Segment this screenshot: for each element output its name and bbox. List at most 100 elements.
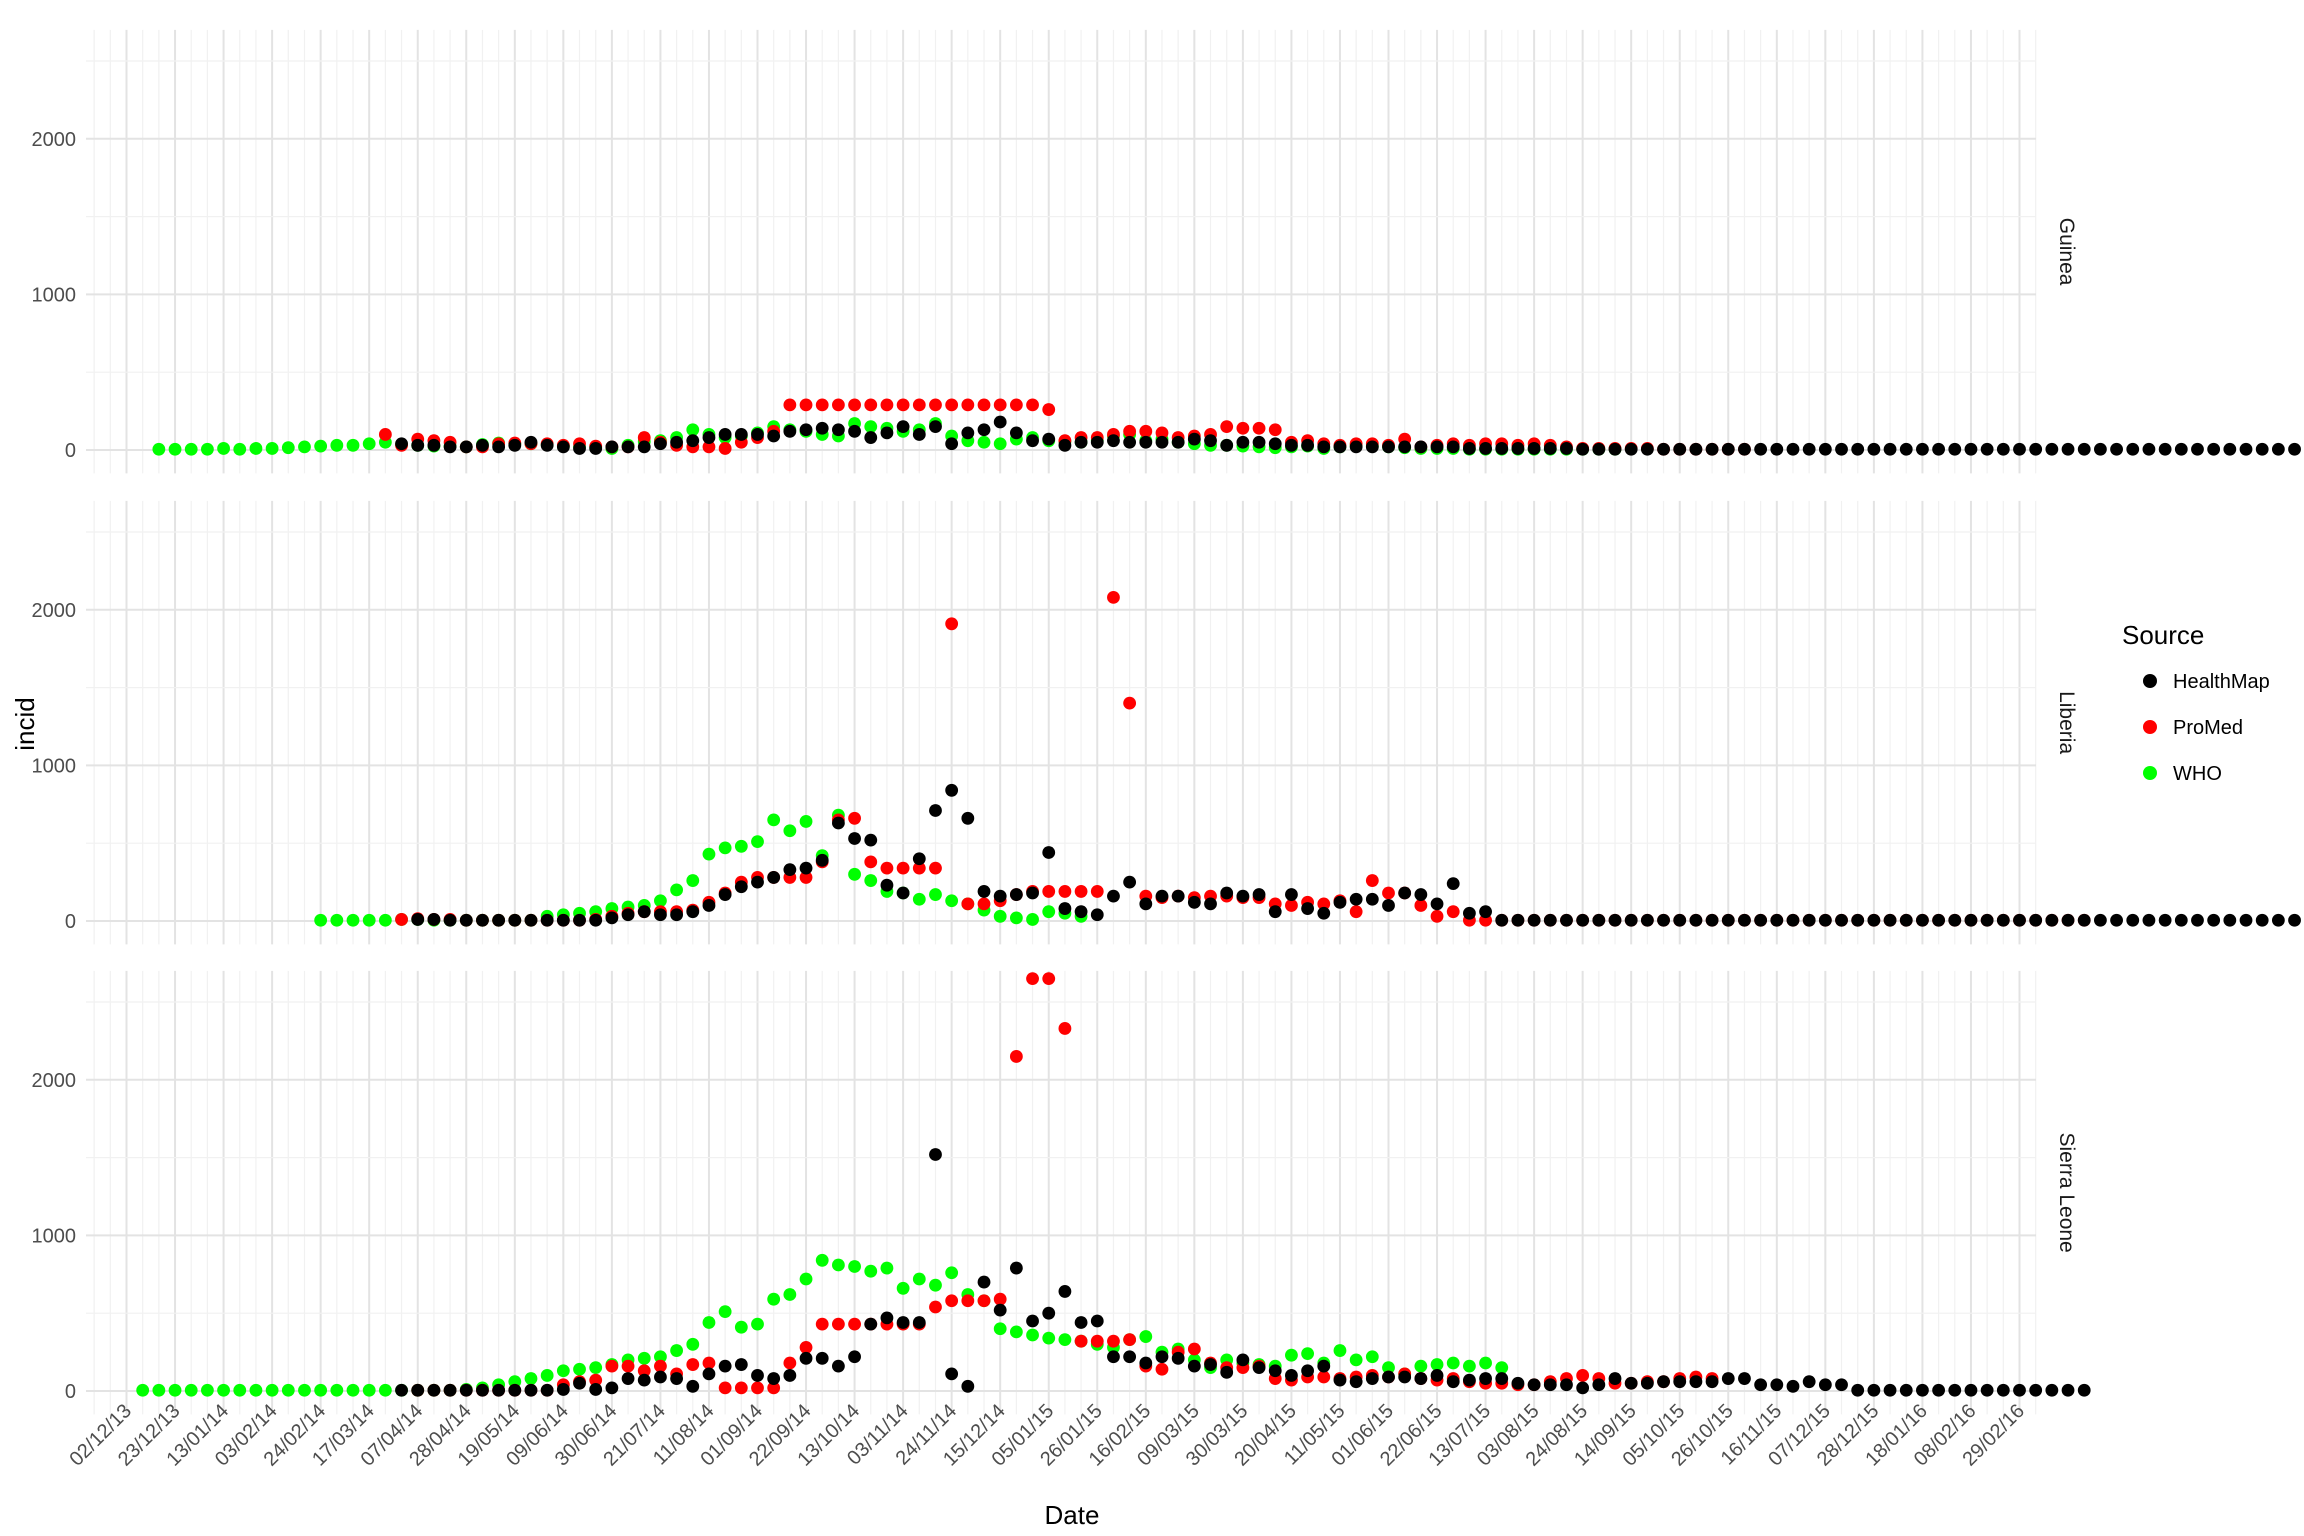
data-point [605,1381,619,1395]
data-point [848,424,861,438]
data-point [767,813,781,827]
data-point [1285,1369,1298,1382]
data-point [637,905,651,919]
data-point [734,428,748,441]
data-point [1171,889,1185,903]
data-point [654,894,667,908]
data-point [702,1367,716,1381]
data-point [2126,442,2140,456]
data-point [1058,885,1072,898]
data-point [1705,1375,1719,1389]
data-point [1317,1359,1331,1373]
data-point [1673,442,1687,456]
data-point [1430,1358,1444,1371]
data-point [702,431,716,444]
data-point [718,841,732,855]
data-point [799,815,813,828]
data-point [1899,913,1913,927]
data-point [751,875,764,889]
data-point [1382,899,1395,912]
data-point [1511,442,1525,455]
data-point [1446,440,1460,454]
data-point [815,853,829,867]
data-point [1236,421,1250,435]
data-point [734,1358,748,1371]
data-point [896,420,910,434]
data-point [1333,1344,1347,1357]
data-point [1268,423,1282,437]
data-point [1592,442,1606,456]
data-point [654,437,667,451]
data-point [718,1305,732,1319]
data-point [2288,913,2301,927]
data-point [1026,913,1039,926]
data-point [184,442,198,456]
data-point [1285,899,1298,912]
data-point [152,1383,166,1397]
data-point [1770,1378,1784,1392]
y-tick-label: 1000 [32,755,77,777]
data-point [896,886,910,900]
data-point [589,1383,603,1396]
data-point [621,1372,635,1385]
data-point [443,440,457,454]
data-point [362,913,376,927]
data-point [589,913,603,927]
data-point [540,1383,554,1397]
data-point [233,1383,247,1397]
data-point [945,1294,959,1308]
data-point [1608,913,1622,927]
data-point [2255,913,2269,927]
data-point [1139,897,1153,911]
data-point [1317,440,1331,454]
data-point [2223,913,2237,927]
data-point [1107,1350,1120,1364]
data-point [1964,442,1978,456]
data-point [1754,913,1768,927]
data-point [1738,913,1751,927]
data-point [961,1379,975,1393]
data-point [637,440,651,454]
data-point [1123,435,1137,449]
y-tick-label: 2000 [32,600,77,622]
data-point [945,894,959,908]
data-point [1932,442,1946,456]
y-tick-label: 1000 [32,1225,77,1247]
data-point [1155,889,1169,903]
data-point [411,438,425,452]
data-point [702,899,716,912]
data-point [1414,1359,1428,1373]
y-tick-label: 0 [65,911,76,933]
data-point [2191,913,2204,927]
data-point [1446,905,1460,919]
data-point [783,424,797,438]
data-point [621,440,635,454]
data-point [1317,897,1331,911]
data-point [265,442,279,455]
data-point [929,420,942,434]
data-point [298,440,311,454]
data-point [1009,1261,1023,1275]
data-point [1382,886,1395,900]
data-point [378,428,392,441]
data-point [1107,1334,1120,1348]
data-point [912,892,926,906]
data-point [1220,420,1234,434]
data-point [1268,437,1282,451]
data-point [1285,888,1298,901]
data-point [1608,442,1622,456]
data-point [929,1278,942,1292]
data-point [686,1337,700,1351]
data-point [1608,1372,1622,1385]
data-point [1009,911,1023,925]
data-point [411,1383,425,1397]
data-point [751,1317,764,1331]
data-point [1770,442,1784,456]
facet-label: Liberia [2055,691,2078,754]
data-point [281,1383,295,1397]
data-point [573,1376,586,1390]
points-layer [136,398,2301,1397]
data-point [702,847,716,861]
data-point [945,617,959,631]
y-tick-label: 0 [65,440,76,462]
